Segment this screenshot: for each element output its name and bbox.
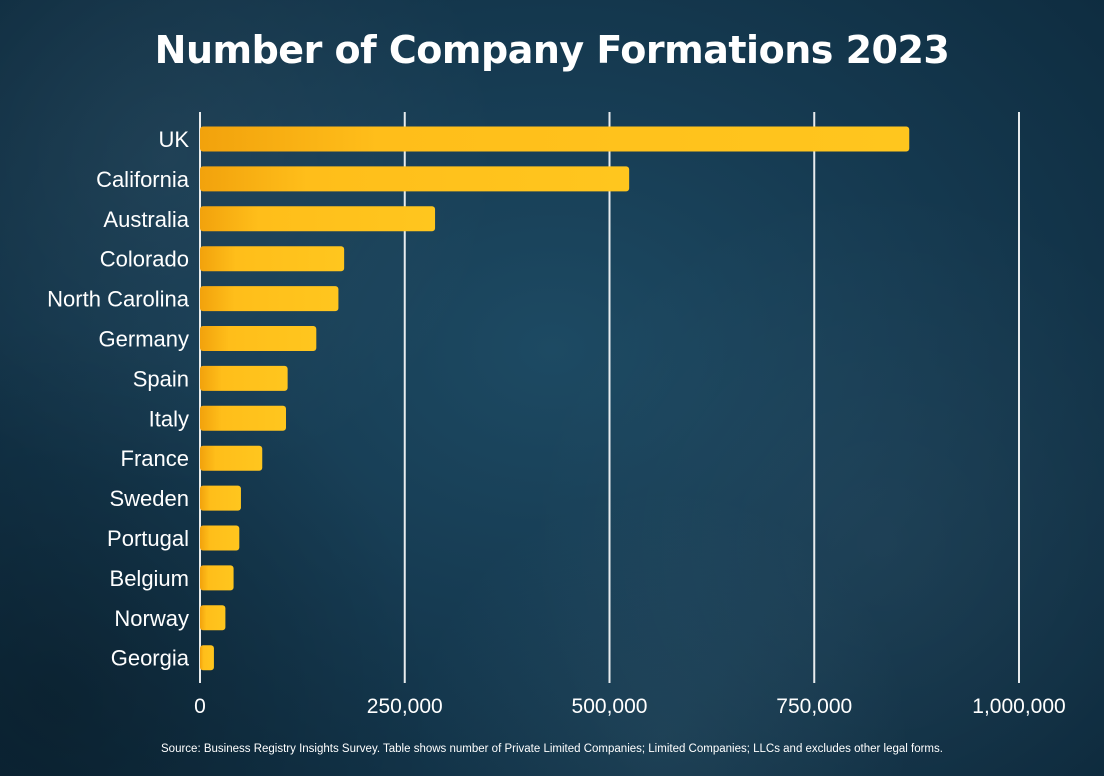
bar	[200, 485, 241, 511]
x-tick-label: 250,000	[367, 695, 443, 718]
category-label: North Carolina	[47, 287, 190, 312]
bar	[200, 286, 339, 312]
category-label: France	[121, 446, 189, 471]
category-label: Portugal	[107, 526, 189, 551]
x-axis-ticks: 0 250,000 500,000 750,000 1,000,000	[194, 695, 1066, 718]
bar	[200, 206, 436, 232]
category-label: Germany	[99, 327, 189, 352]
category-label: Italy	[149, 406, 189, 431]
category-label: Spain	[133, 366, 189, 391]
category-label: Georgia	[111, 646, 190, 671]
bar	[200, 246, 345, 272]
x-tick-label: 750,000	[776, 695, 852, 718]
category-label: Australia	[103, 207, 189, 232]
category-label: Belgium	[110, 566, 189, 591]
chart-title: Number of Company Formations 2023	[154, 28, 950, 72]
x-tick-label: 500,000	[572, 695, 648, 718]
category-label: California	[96, 167, 190, 192]
bar	[200, 405, 286, 431]
bar	[200, 445, 263, 471]
category-labels: UK California Australia Colorado North Carol…	[47, 127, 190, 671]
bar	[200, 525, 240, 551]
x-tick-label: 1,000,000	[972, 695, 1065, 718]
source-note: Source: Business Registry Insights Surve…	[161, 743, 943, 755]
category-label: Colorado	[100, 247, 189, 272]
bars	[200, 126, 910, 671]
bar	[200, 326, 317, 351]
bar	[200, 565, 234, 591]
gridlines	[199, 112, 1020, 683]
x-tick-label: 0	[194, 695, 206, 718]
bar	[200, 166, 630, 192]
bar	[200, 126, 910, 152]
category-label: Sweden	[109, 486, 189, 511]
bar	[200, 365, 288, 391]
category-label: Norway	[114, 606, 189, 631]
bar	[200, 605, 226, 631]
bar	[200, 645, 214, 671]
category-label: UK	[158, 127, 189, 152]
